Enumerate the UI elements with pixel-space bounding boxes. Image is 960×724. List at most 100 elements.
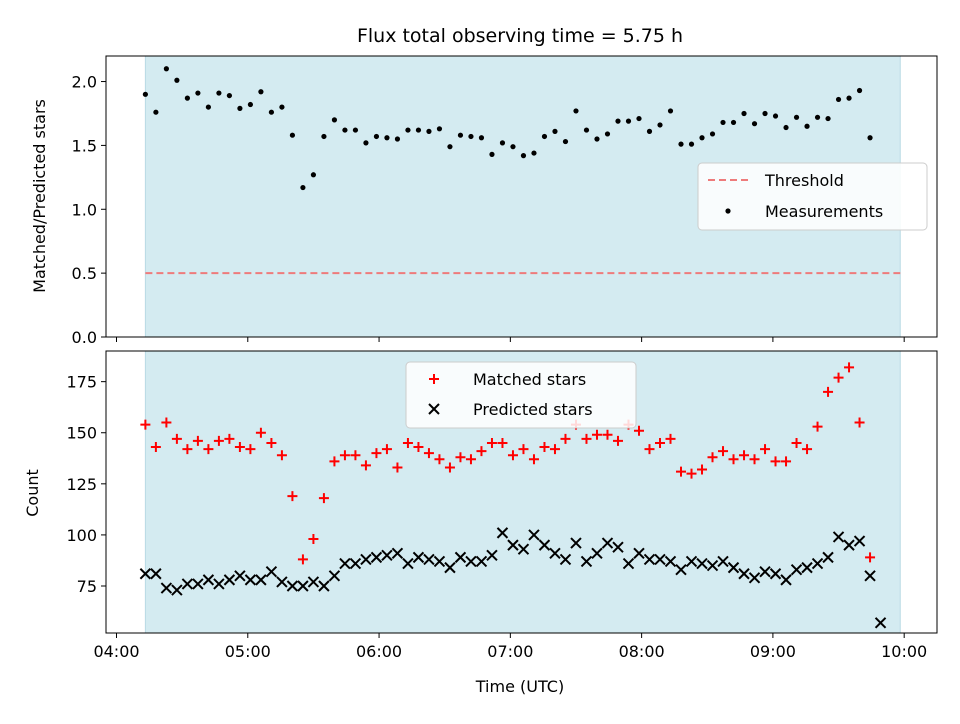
measurements-point [751,121,758,127]
measurements-point [814,114,821,120]
predicted-stars-point [412,551,425,564]
predicted-stars-point [769,568,782,580]
matched-stars-point [297,554,308,565]
predicted-stars-point [685,555,698,568]
measurements-point [573,108,579,114]
measurements-point [835,96,842,103]
legend-threshold-label: Threshold [764,171,844,190]
predicted-stars-point [160,582,173,594]
measurements-point [289,132,296,138]
matched-stars-point [791,437,802,448]
predicted-stars-point [559,553,572,566]
top-y-tick-label: 0.0 [72,328,97,347]
top-axes-frame [105,55,938,338]
matched-stars-point [549,444,560,455]
measurements-point [184,95,190,101]
matched-stars-point [476,446,487,457]
predicted-stars-point [643,553,656,566]
predicted-stars-point [549,547,561,560]
measurements-point [300,184,306,191]
matched-stars-point [402,437,413,448]
predicted-stars-point [360,553,372,566]
measurements-point [321,133,327,140]
top-legend: Threshold Measurements [697,162,928,231]
matched-stars-point [308,534,319,544]
legend-predicted-swatch [428,403,440,415]
measurements-point [384,135,390,141]
measurements-point [709,131,716,137]
matched-stars-point [360,460,371,471]
measurements-point [783,124,789,131]
matched-stars-point [676,466,687,477]
matched-stars-point [423,448,434,459]
matched-stars-point [339,450,350,461]
predicted-stars-point [339,557,351,570]
predicted-stars-point [717,555,729,568]
measurements-point [531,150,537,156]
x-tick-label: 08:00 [619,642,665,661]
matched-stars-point [518,444,529,455]
predicted-stars-point [706,559,719,572]
predicted-stars-point [517,543,530,555]
predicted-stars-point [832,531,845,543]
legend-measurements-swatch [725,208,731,214]
measurements-point [237,105,243,111]
predicted-stars-point [528,529,540,541]
matched-stars-point [865,552,876,563]
matched-stars-point [770,456,781,467]
matched-stars-point [686,468,697,479]
measurements-point [499,140,506,146]
measurements-point [625,118,632,124]
measurements-point [142,91,148,97]
predicted-stars-point [391,547,404,560]
matched-stars-point [318,493,329,504]
predicted-stars-point [664,555,677,568]
matched-stars-point [781,456,792,467]
bottom-y-tick-label: 150 [66,424,97,443]
matched-stars-point [192,435,203,446]
predicted-stars-point [139,568,152,580]
measurements-point [657,122,663,128]
matched-stars-point [760,444,771,455]
predicted-stars-point [864,570,876,582]
predicted-stars-point [454,551,467,564]
predicted-stars-point [213,578,225,590]
predicted-stars-point [748,572,761,584]
matched-stars-point [591,429,602,440]
measurements-point [195,90,201,96]
measurements-point [205,104,211,110]
legend-matched-swatch [429,374,439,384]
matched-stars-point [602,429,613,440]
matched-stars-point [255,427,266,438]
bottom-panel-counts: 75 100 125 150 175 04:00 05:00 06:00 07:00 08:00 0… [66,350,938,661]
predicted-stars-point [853,535,866,547]
matched-stars-point [371,448,382,459]
measurements-point [594,136,600,142]
matched-stars-point [350,450,361,461]
matched-stars-point [655,437,665,448]
matched-stars-point [633,425,644,436]
matched-stars-point [434,454,445,465]
measurements-point [741,110,747,117]
predicted-stars-point [328,570,341,582]
matched-stars-point [749,454,760,465]
predicted-stars-point [727,561,740,574]
predicted-stars-point [654,553,666,566]
measurements-point [226,92,233,99]
measurements-point [793,114,800,120]
predicted-stars-point [696,557,708,570]
predicted-stars-point [150,568,162,580]
matched-stars-point [213,435,224,446]
matched-stars-point [812,421,823,432]
predicted-stars-point [843,539,855,551]
measurements-point [447,144,453,150]
measurements-point [489,151,495,157]
predicted-stars-point [580,555,593,568]
measurements-point [604,131,611,137]
measurements-point [415,127,422,133]
matched-stars-point [276,450,287,461]
predicted-stars-point [475,555,488,568]
measurements-point [867,135,873,141]
predicted-stars-point [874,617,887,629]
